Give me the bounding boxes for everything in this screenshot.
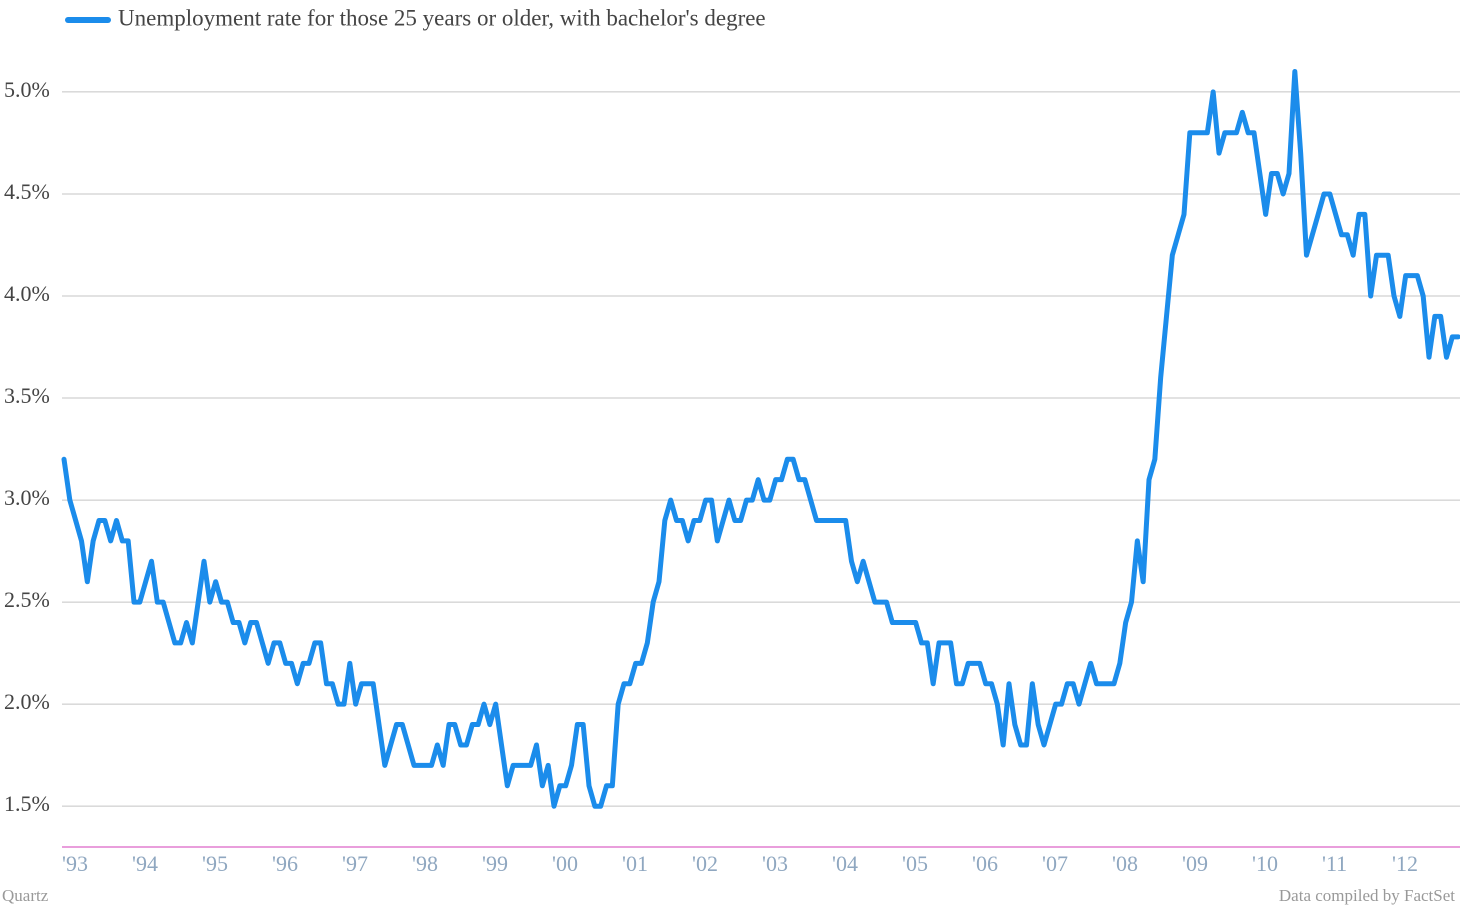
x-tick-label: '09 bbox=[1182, 851, 1208, 876]
legend-label: Unemployment rate for those 25 years or … bbox=[118, 5, 766, 30]
x-tick-label: '01 bbox=[622, 851, 648, 876]
x-tick-label: '99 bbox=[482, 851, 508, 876]
y-tick-label: 4.5% bbox=[4, 179, 50, 204]
x-tick-label: '96 bbox=[272, 851, 298, 876]
x-tick-label: '95 bbox=[202, 851, 228, 876]
x-tick-label: '04 bbox=[832, 851, 858, 876]
y-tick-label: 2.0% bbox=[4, 689, 50, 714]
x-tick-label: '02 bbox=[692, 851, 718, 876]
x-tick-label: '94 bbox=[132, 851, 158, 876]
x-tick-label: '08 bbox=[1112, 851, 1138, 876]
y-tick-label: 5.0% bbox=[4, 77, 50, 102]
x-tick-label: '00 bbox=[552, 851, 578, 876]
x-tick-label: '98 bbox=[412, 851, 438, 876]
line bbox=[61, 69, 1460, 809]
source: Data compiled by FactSet bbox=[1279, 886, 1455, 905]
x-tick-label: '05 bbox=[902, 851, 928, 876]
x-tick-label: '07 bbox=[1042, 851, 1068, 876]
x-tick-label: '97 bbox=[342, 851, 368, 876]
y-tick-label: 1.5% bbox=[4, 791, 50, 816]
x-tick-label: '12 bbox=[1392, 851, 1418, 876]
x-tick-label: '10 bbox=[1252, 851, 1278, 876]
y-tick-label: 3.5% bbox=[4, 383, 50, 408]
y-tick-label: 2.5% bbox=[4, 587, 50, 612]
x-tick-label: '06 bbox=[972, 851, 998, 876]
credit: Quartz bbox=[2, 886, 49, 905]
y-tick-label: 3.0% bbox=[4, 485, 50, 510]
x-tick-label: '03 bbox=[762, 851, 788, 876]
x-tick-label: '93 bbox=[62, 851, 88, 876]
y-tick-label: 4.0% bbox=[4, 281, 50, 306]
x-tick-label: '11 bbox=[1322, 851, 1347, 876]
